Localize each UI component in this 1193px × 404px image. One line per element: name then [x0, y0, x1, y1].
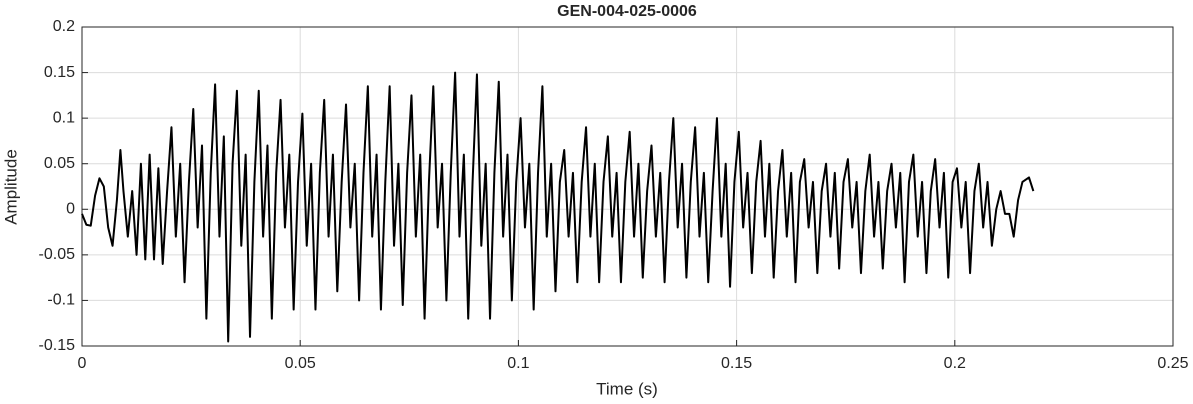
x-tick-label: 0.05	[285, 355, 316, 372]
signal-line	[81, 71, 1035, 343]
x-tick-label: 0	[78, 355, 87, 372]
x-tick-label: 0.2	[944, 355, 966, 372]
y-tick-label: -0.05	[39, 246, 76, 263]
y-tick-label: 0	[66, 201, 75, 218]
axes-box	[81, 26, 1174, 347]
y-tick-label: 0.15	[44, 64, 75, 81]
x-axis-label: Time (s)	[596, 379, 658, 398]
y-tick-label: -0.1	[47, 292, 75, 309]
x-tick-label: 0.25	[1157, 355, 1188, 372]
chart-title: GEN-004-025-0006	[557, 3, 697, 20]
y-tick-label: -0.15	[39, 337, 76, 354]
y-tick-label: 0.05	[44, 155, 75, 172]
x-tick-label: 0.15	[721, 355, 752, 372]
y-tick-label: 0.1	[53, 109, 75, 126]
x-tick-label: 0.1	[507, 355, 529, 372]
y-axis-label: Amplitude	[1, 149, 20, 225]
y-tick-label: 0.2	[53, 18, 75, 35]
